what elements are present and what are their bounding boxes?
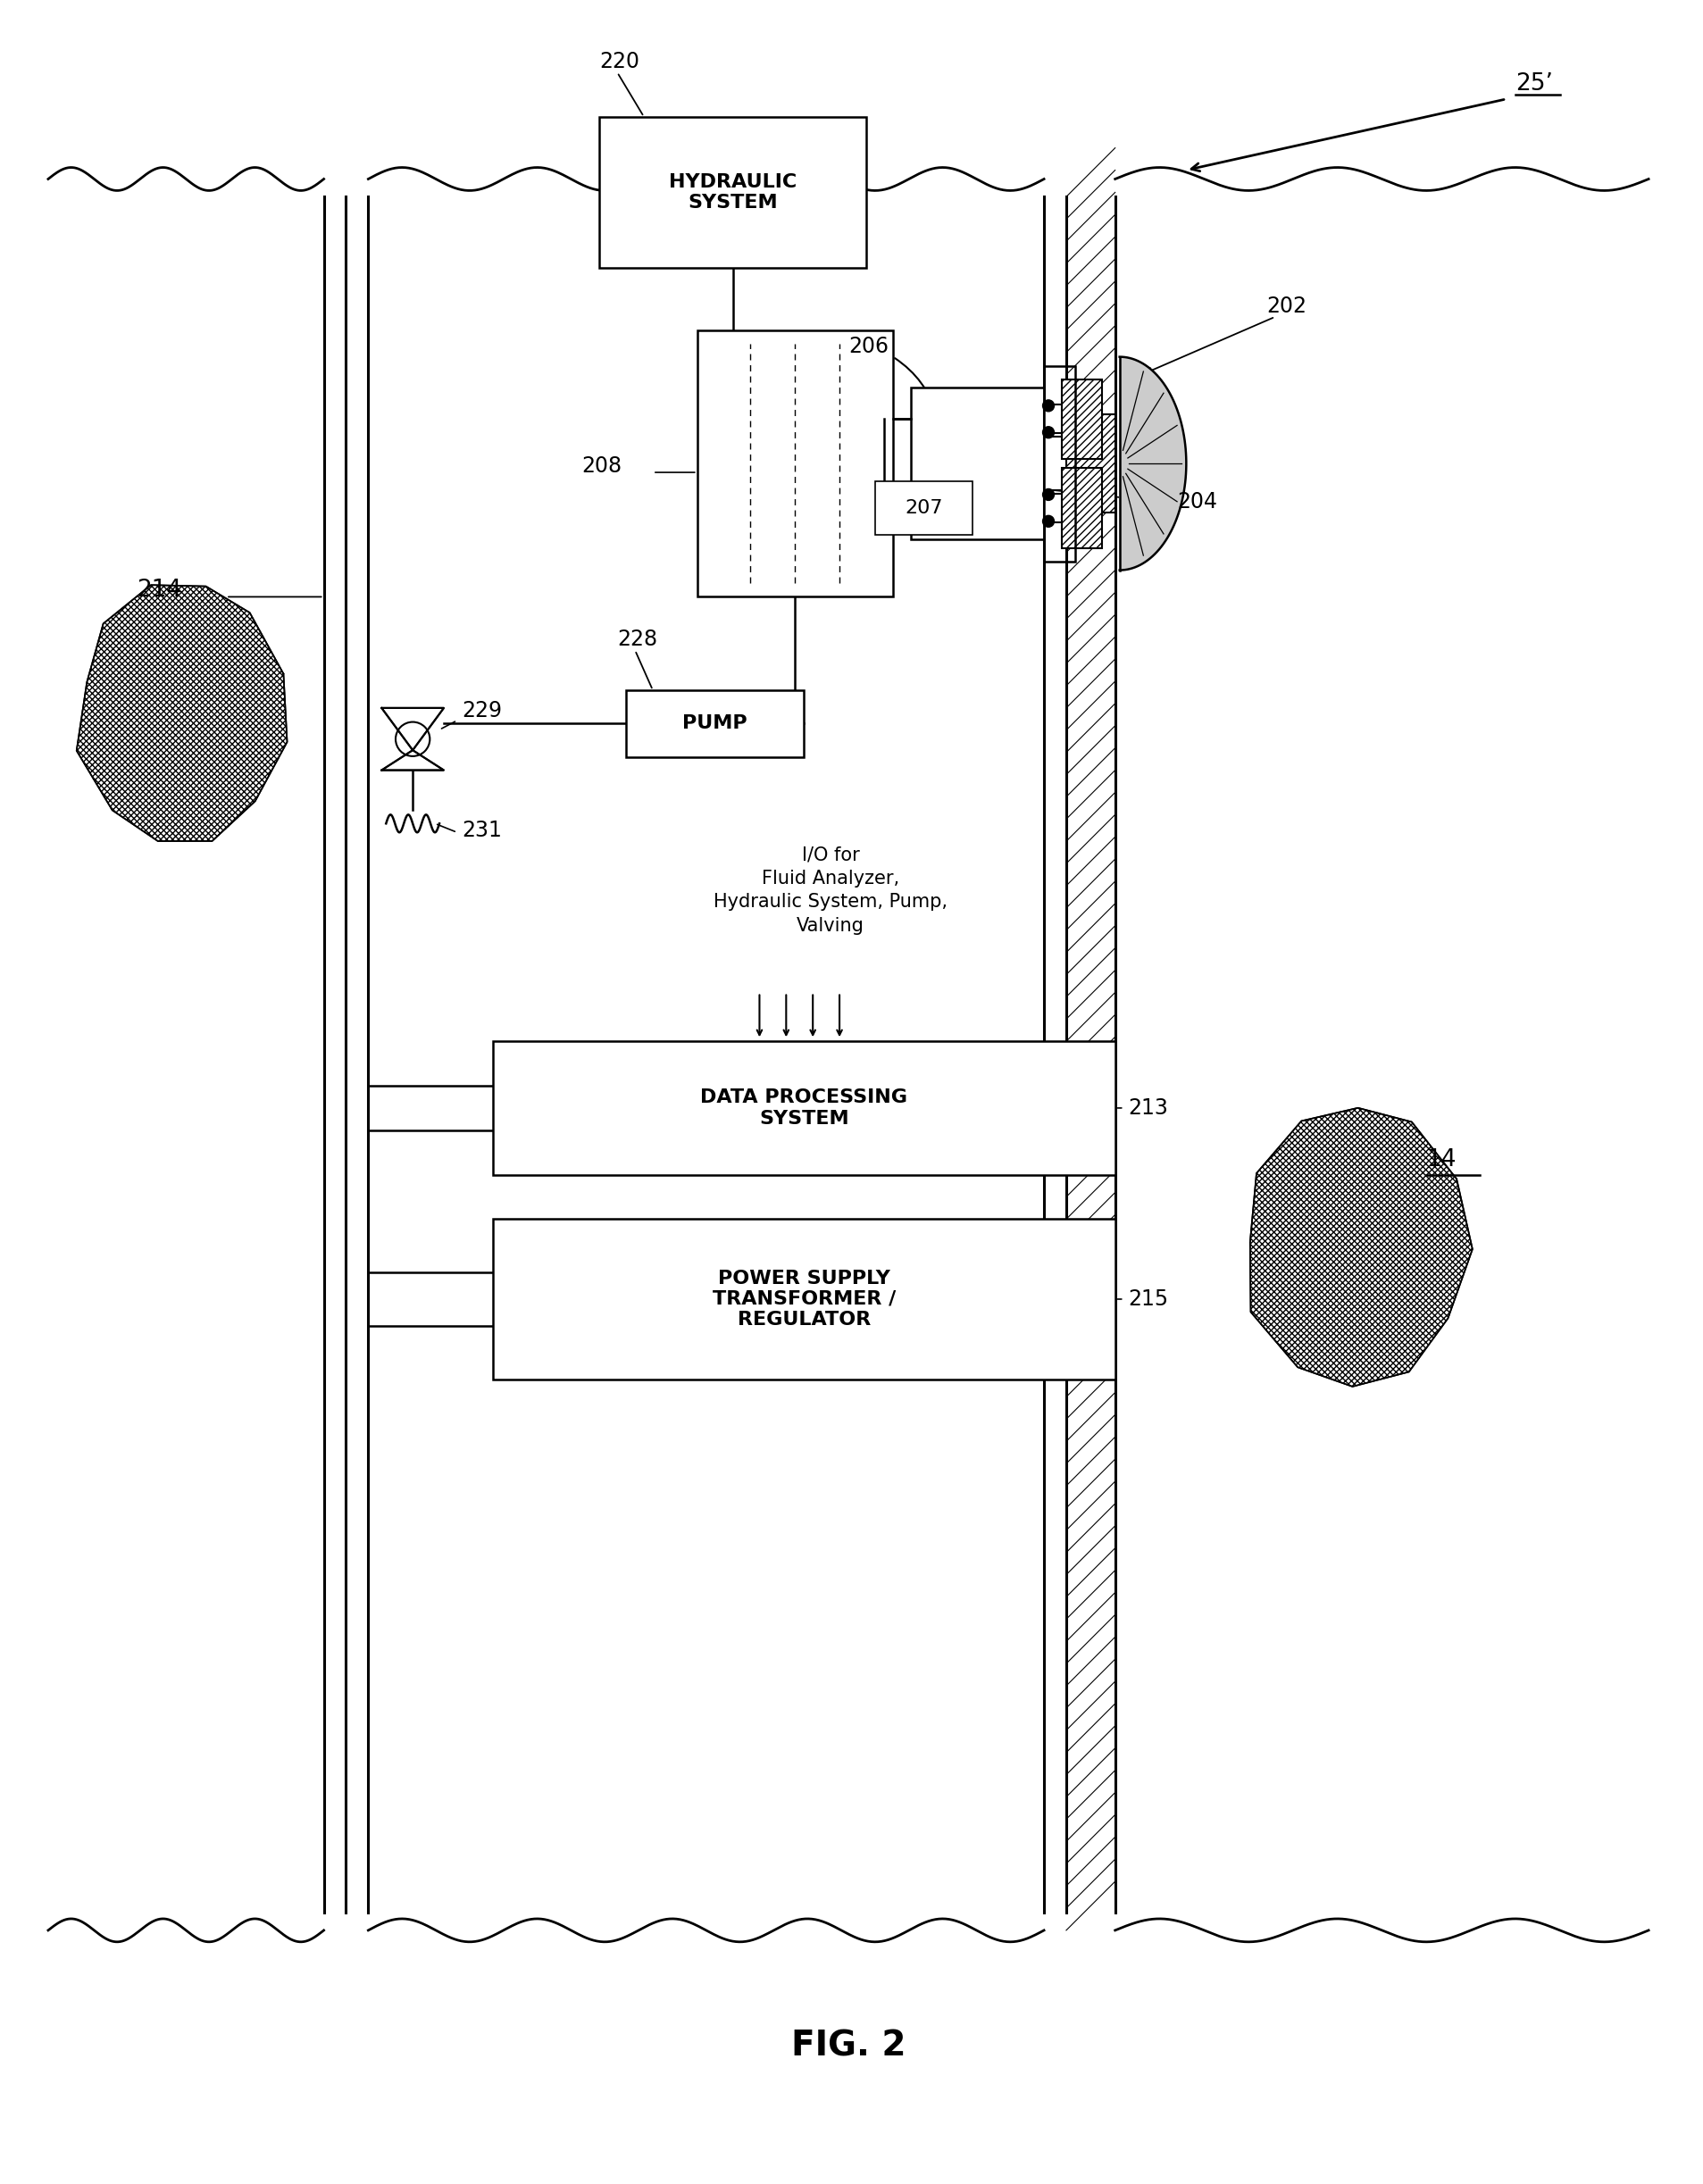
Text: 202: 202 bbox=[1267, 295, 1306, 317]
Text: I/O for
Fluid Analyzer,
Hydraulic System, Pump,
Valving: I/O for Fluid Analyzer, Hydraulic System… bbox=[714, 845, 947, 935]
Polygon shape bbox=[381, 749, 444, 771]
Polygon shape bbox=[381, 708, 444, 749]
Text: 204: 204 bbox=[1177, 491, 1218, 513]
Bar bbox=[1066, 0, 1115, 1913]
Text: 229: 229 bbox=[462, 701, 502, 721]
Bar bbox=[911, 389, 1044, 539]
Bar bbox=[1066, 415, 1115, 513]
Bar bbox=[1061, 467, 1102, 548]
Polygon shape bbox=[1250, 1107, 1473, 1387]
Circle shape bbox=[1042, 400, 1054, 411]
Circle shape bbox=[1042, 426, 1054, 439]
Text: 228: 228 bbox=[616, 629, 657, 651]
Text: DATA PROCESSING
SYSTEM: DATA PROCESSING SYSTEM bbox=[700, 1088, 908, 1127]
Text: 215: 215 bbox=[1129, 1289, 1168, 1310]
Bar bbox=[627, 690, 804, 758]
Circle shape bbox=[1042, 489, 1054, 500]
FancyBboxPatch shape bbox=[875, 480, 972, 535]
Polygon shape bbox=[1119, 356, 1187, 570]
Text: 207: 207 bbox=[904, 498, 943, 518]
Text: 231: 231 bbox=[462, 819, 502, 841]
Text: HYDRAULIC
SYSTEM: HYDRAULIC SYSTEM bbox=[669, 173, 797, 212]
Text: 214: 214 bbox=[136, 579, 182, 603]
Text: FIG. 2: FIG. 2 bbox=[790, 2029, 906, 2064]
Text: 208: 208 bbox=[582, 456, 622, 476]
Text: 213: 213 bbox=[1129, 1096, 1168, 1118]
Bar bbox=[492, 1042, 1115, 1175]
Bar bbox=[492, 1219, 1115, 1378]
Bar bbox=[1044, 404, 1066, 432]
Polygon shape bbox=[77, 585, 288, 841]
PathPatch shape bbox=[77, 585, 288, 841]
Text: 14: 14 bbox=[1427, 1149, 1456, 1171]
Text: 206: 206 bbox=[848, 336, 889, 356]
Text: PUMP: PUMP bbox=[683, 714, 748, 732]
Bar bbox=[1044, 494, 1066, 522]
PathPatch shape bbox=[1250, 1107, 1473, 1387]
Bar bbox=[1061, 380, 1102, 459]
Bar bbox=[697, 330, 892, 596]
Circle shape bbox=[1042, 515, 1054, 526]
Bar bbox=[1044, 365, 1075, 561]
Text: POWER SUPPLY
TRANSFORMER /
REGULATOR: POWER SUPPLY TRANSFORMER / REGULATOR bbox=[712, 1269, 896, 1328]
Text: 220: 220 bbox=[599, 50, 640, 72]
Text: 25’: 25’ bbox=[1516, 72, 1553, 96]
Bar bbox=[599, 116, 867, 269]
Bar bbox=[1044, 437, 1115, 489]
